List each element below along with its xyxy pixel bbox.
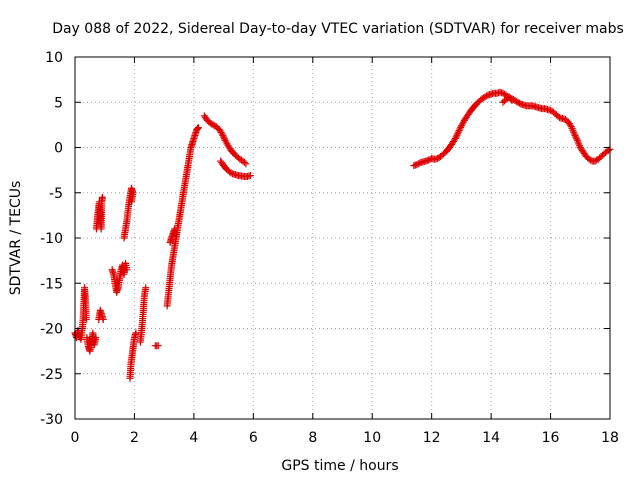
x-tick-label: 16 xyxy=(542,430,560,446)
y-tick-label: -25 xyxy=(40,367,63,383)
data-point xyxy=(123,266,131,274)
axis-ticks xyxy=(74,56,611,420)
data-point xyxy=(570,130,578,138)
y-tick-label: 5 xyxy=(54,95,63,111)
data-point xyxy=(194,124,202,132)
data-point xyxy=(454,130,462,138)
x-tick-label: 14 xyxy=(482,430,500,446)
data-point xyxy=(456,125,464,133)
data-point xyxy=(452,133,460,141)
data-point xyxy=(142,284,150,292)
data-point xyxy=(453,131,461,139)
data-point xyxy=(227,169,235,177)
data-point xyxy=(132,329,140,337)
data-point xyxy=(194,124,202,132)
data-point xyxy=(154,342,162,350)
data-point xyxy=(483,92,491,100)
grid xyxy=(75,57,610,419)
y-tick-labels: 10 5 0 -5 -10 -15 -20 -25 -30 xyxy=(40,50,63,428)
data-point xyxy=(242,160,250,168)
x-tick-label: 4 xyxy=(189,430,198,446)
x-tick-label: 6 xyxy=(249,430,258,446)
data-point xyxy=(454,128,462,136)
data-point xyxy=(246,172,254,180)
y-tick-label: -15 xyxy=(40,276,63,292)
x-tick-label: 10 xyxy=(363,430,381,446)
data-point xyxy=(127,198,135,206)
x-tick-label: 8 xyxy=(308,430,317,446)
x-tick-label: 12 xyxy=(423,430,441,446)
data-point xyxy=(573,135,581,143)
x-axis-label: GPS time / hours xyxy=(281,458,398,474)
data-point xyxy=(572,133,580,141)
y-tick-label: 10 xyxy=(45,50,63,66)
data-point xyxy=(507,95,515,103)
data-point xyxy=(172,232,180,240)
data-point xyxy=(508,96,516,104)
x-tick-labels: 0 2 4 6 8 10 12 14 16 18 xyxy=(71,430,619,446)
data-point xyxy=(82,315,90,323)
x-tick-label: 2 xyxy=(130,430,139,446)
data-point xyxy=(98,193,106,201)
y-tick-label: -10 xyxy=(40,231,63,247)
data-point xyxy=(218,130,226,138)
y-tick-label: 0 xyxy=(54,141,63,157)
data-point xyxy=(587,156,595,164)
x-tick-label: 18 xyxy=(601,430,619,446)
data-point xyxy=(455,127,463,135)
data-point xyxy=(451,134,459,142)
data-point xyxy=(414,160,422,168)
chart-title: Day 088 of 2022, Sidereal Day-to-day VTE… xyxy=(52,21,624,37)
data-point xyxy=(99,315,107,323)
data-point xyxy=(571,132,579,140)
data-point xyxy=(220,133,228,141)
x-tick-label: 0 xyxy=(71,430,80,446)
data-point xyxy=(219,132,227,140)
data-points xyxy=(71,88,614,382)
y-tick-label: -20 xyxy=(40,322,63,338)
y-tick-label: -30 xyxy=(40,412,63,428)
y-tick-label: -5 xyxy=(49,186,63,202)
data-point xyxy=(92,334,100,342)
data-point xyxy=(240,158,248,166)
y-axis-label: SDTVAR / TECUs xyxy=(8,181,24,296)
data-point xyxy=(515,99,523,107)
